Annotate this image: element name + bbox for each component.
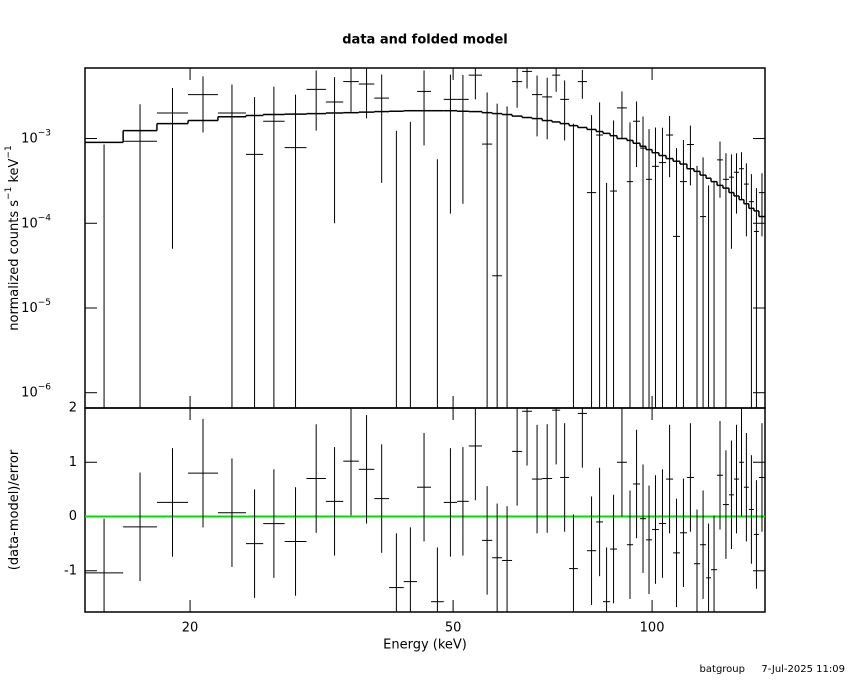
y-tick-label: 10−3 — [21, 128, 51, 146]
footer-user: batgroup — [700, 664, 745, 675]
y-axis-label-part: normalized counts s — [7, 200, 22, 331]
y-tick-base: 10 — [21, 300, 38, 315]
y-tick-exponent: −4 — [38, 213, 52, 223]
y-tick-exponent: −3 — [38, 128, 51, 138]
y-tick-label: 0 — [69, 509, 77, 524]
y-tick-label: 10−4 — [21, 213, 51, 231]
y-tick-label: 1 — [69, 455, 77, 470]
x-axis-label: Energy (keV) — [383, 638, 467, 653]
footer-date: 7-Jul-2025 11:09 — [761, 664, 845, 675]
x-tick-label: 20 — [182, 621, 199, 636]
x-tick-label: 50 — [445, 621, 462, 636]
plot-frame — [84, 407, 766, 613]
y-axis-label-part: keV — [7, 158, 22, 186]
y-tick-label: 2 — [69, 401, 77, 416]
y-axis-label-part: −1 — [4, 145, 14, 158]
y-tick-base: 10 — [21, 385, 38, 400]
y-axis-label-part: −1 — [4, 187, 14, 200]
y-axis-label: (data-model)/error — [7, 449, 22, 570]
y-tick-base: 10 — [21, 131, 38, 146]
x-tick-label: 100 — [640, 621, 665, 636]
y-tick-exponent: −6 — [38, 382, 52, 392]
y-tick-label: 10−6 — [21, 382, 51, 400]
plot-frame — [84, 67, 766, 409]
y-tick-base: 10 — [21, 216, 38, 231]
y-tick-label: -1 — [64, 563, 77, 578]
y-tick-label: 10−5 — [21, 297, 51, 315]
y-tick-exponent: −5 — [38, 297, 51, 307]
chart-title: data and folded model — [342, 33, 508, 48]
y-axis-label: normalized counts s−1 keV−1 — [4, 145, 22, 330]
y-axis-label-part: (data-model)/error — [7, 449, 22, 570]
